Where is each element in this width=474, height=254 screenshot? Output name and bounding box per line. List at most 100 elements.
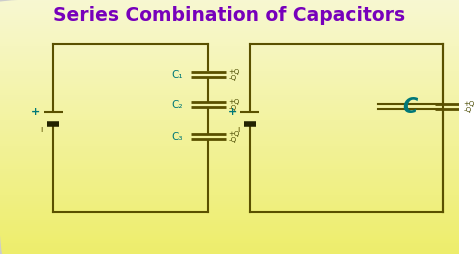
Bar	[0, 168, 459, 171]
Bar	[0, 56, 459, 59]
Text: +: +	[228, 107, 237, 117]
Bar	[0, 217, 459, 220]
Bar	[0, 245, 459, 248]
Bar	[0, 77, 459, 81]
Bar	[0, 141, 459, 144]
Bar	[0, 202, 459, 205]
Bar	[0, 124, 459, 127]
Bar	[0, 204, 459, 208]
Bar	[0, 194, 459, 197]
Bar	[0, 187, 459, 190]
Bar	[0, 10, 459, 13]
Bar	[0, 71, 459, 74]
Bar	[0, 67, 459, 70]
Text: +Q: +Q	[464, 101, 474, 107]
Bar	[0, 139, 459, 142]
Bar	[0, 183, 459, 186]
Bar	[0, 50, 459, 53]
Bar	[0, 156, 459, 159]
Bar	[0, 211, 459, 214]
Bar	[0, 181, 459, 184]
Bar	[0, 84, 459, 87]
Bar	[0, 65, 459, 68]
Text: +: +	[31, 107, 40, 117]
Text: C₃: C₃	[172, 132, 183, 141]
Bar	[0, 111, 459, 114]
Bar	[0, 1, 459, 4]
Bar	[0, 219, 459, 222]
Bar	[0, 249, 459, 252]
Bar	[0, 236, 459, 239]
Bar	[0, 175, 459, 178]
Bar	[0, 60, 459, 64]
Text: -Q: -Q	[228, 75, 237, 81]
Bar	[0, 172, 459, 176]
Bar	[0, 122, 459, 125]
Bar	[0, 215, 459, 218]
Bar	[0, 86, 459, 89]
Bar	[0, 209, 459, 212]
Bar	[0, 242, 459, 246]
Bar	[0, 134, 459, 138]
Bar	[0, 58, 459, 61]
Bar	[0, 232, 459, 235]
Bar	[0, 43, 459, 46]
Bar	[0, 145, 459, 148]
Bar	[0, 137, 459, 140]
Bar	[0, 234, 459, 237]
Bar	[0, 101, 459, 104]
Bar	[0, 75, 459, 78]
Bar	[0, 213, 459, 216]
Bar	[0, 69, 459, 72]
Bar	[0, 80, 459, 83]
Bar	[0, 177, 459, 180]
Bar	[0, 39, 459, 42]
Bar	[0, 24, 459, 27]
Bar	[0, 126, 459, 129]
Bar	[0, 149, 459, 152]
Bar	[0, 33, 459, 36]
Bar	[0, 18, 459, 21]
Text: ı: ı	[237, 125, 239, 134]
Bar	[0, 247, 459, 250]
Bar	[0, 88, 459, 91]
Bar	[0, 118, 459, 121]
Text: C₂: C₂	[172, 100, 183, 109]
Bar	[0, 147, 459, 150]
Text: C: C	[402, 97, 417, 117]
Bar	[0, 179, 459, 182]
Bar	[0, 22, 459, 25]
Text: -Q: -Q	[228, 105, 237, 110]
Bar	[0, 26, 459, 30]
Bar	[0, 238, 459, 241]
Bar	[0, 160, 459, 163]
Bar	[0, 35, 459, 38]
Bar	[0, 31, 459, 34]
Bar	[0, 166, 459, 169]
Bar	[0, 162, 459, 165]
Bar	[0, 196, 459, 199]
Bar	[0, 221, 459, 224]
Bar	[0, 240, 459, 243]
Bar	[0, 20, 459, 23]
Bar	[0, 151, 459, 154]
Bar	[0, 99, 459, 102]
Bar	[0, 16, 459, 19]
Bar	[0, 41, 459, 44]
Bar	[0, 52, 459, 55]
Text: +Q: +Q	[228, 69, 240, 75]
Bar	[0, 251, 459, 254]
Bar	[0, 164, 459, 167]
Bar	[0, 189, 459, 193]
Bar	[0, 200, 459, 203]
Bar	[0, 120, 459, 123]
Bar	[0, 113, 459, 116]
Bar	[0, 223, 459, 227]
Bar	[0, 73, 459, 76]
Bar	[0, 45, 459, 49]
Bar	[0, 7, 459, 11]
Bar	[0, 128, 459, 131]
Text: -Q: -Q	[228, 136, 237, 142]
Bar	[0, 185, 459, 188]
Bar	[0, 62, 459, 66]
